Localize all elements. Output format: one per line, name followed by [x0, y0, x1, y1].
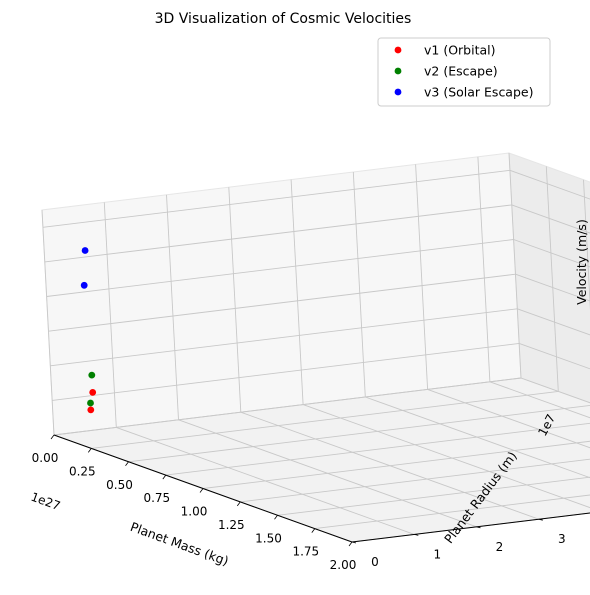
- x-tick-mark: [200, 489, 203, 493]
- data-point: [87, 400, 94, 407]
- x-tick-mark: [88, 448, 91, 452]
- x-tick-label: 0.50: [106, 478, 133, 492]
- z-axis-label: Velocity (m/s): [574, 219, 589, 305]
- chart-title: 3D Visualization of Cosmic Velocities: [155, 11, 412, 27]
- x-tick-label: 0.00: [32, 451, 59, 465]
- y-tick-label: 2: [496, 540, 504, 554]
- legend-label: v3 (Solar Escape): [424, 85, 533, 100]
- x-tick-label: 1.50: [255, 531, 282, 545]
- y-tick-label: 3: [558, 532, 566, 546]
- x-tick-label: 1.00: [181, 505, 208, 519]
- chart-legend: v1 (Orbital) v2 (Escape) v3 (Solar Escape): [378, 38, 550, 106]
- x-tick-mark: [126, 462, 129, 466]
- y-tick-label: 1: [433, 547, 441, 561]
- y-tick-label: 0: [371, 555, 379, 569]
- data-point: [82, 247, 89, 254]
- x-tick-label: 2.00: [330, 558, 357, 572]
- x-tick-mark: [163, 475, 166, 479]
- x-axis-multiplier: 1e27: [29, 490, 62, 514]
- x-tick-mark: [275, 515, 278, 519]
- x-axis-label: Planet Mass (kg): [128, 519, 230, 569]
- x-tick-mark: [349, 542, 352, 546]
- x-tick-label: 1.75: [292, 545, 319, 559]
- legend-marker: [395, 89, 402, 96]
- legend-label: v2 (Escape): [424, 64, 498, 79]
- data-point: [81, 282, 88, 289]
- data-point: [89, 389, 96, 396]
- x-tick-mark: [51, 435, 54, 439]
- legend-marker: [395, 47, 402, 54]
- x-tick-label: 0.75: [143, 491, 170, 505]
- x-tick-label: 0.25: [69, 464, 96, 478]
- legend-label: v1 (Orbital): [424, 43, 496, 58]
- x-tick-mark: [237, 502, 240, 506]
- data-point: [88, 372, 95, 379]
- x-tick-mark: [312, 529, 315, 533]
- x-tick-label: 1.25: [218, 518, 245, 532]
- legend-marker: [395, 68, 402, 75]
- data-point: [87, 407, 94, 414]
